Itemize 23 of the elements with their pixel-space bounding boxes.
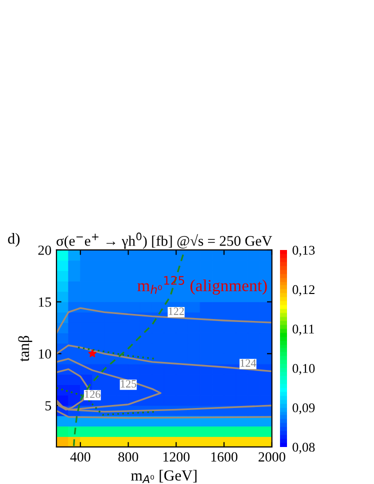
color-bar-label: 0,13 [292, 246, 315, 257]
annotation: 126 [85, 390, 100, 398]
y-tick-label: 5 [45, 401, 52, 410]
annotation: 122 [168, 308, 184, 315]
x-axis-title: m$_{A⁰}$ [GeV] [131, 470, 196, 483]
annotation: 125 [120, 380, 136, 388]
x-tick-label: 800 [118, 452, 138, 462]
x-tick-label: 400 [70, 452, 90, 462]
x-tick-label: 1600 [211, 452, 238, 462]
y-tick-label: 20 [38, 246, 52, 255]
chart-title: σ(e$^{−}$e$^{+}$ → γh$^{0}$) [fb] @√s = 250 GeV [56, 232, 272, 249]
text: d) [8, 232, 20, 247]
y-axis-title: tanβ [18, 336, 32, 362]
y-tick-label: 15 [38, 297, 52, 307]
color-bar-label: 0,11 [292, 324, 314, 336]
color-bar-label: 0,10 [292, 364, 315, 375]
color-bar-label: 0,12 [292, 285, 314, 296]
color-bar-label: 0,09 [292, 403, 315, 414]
x-tick-label: 1200 [163, 452, 190, 462]
color-bar-label: 0,08 [292, 442, 315, 454]
y-tick-label: 10 [38, 349, 52, 359]
x-tick-label: 2000 [258, 452, 286, 462]
annotation: 124 [240, 359, 256, 367]
